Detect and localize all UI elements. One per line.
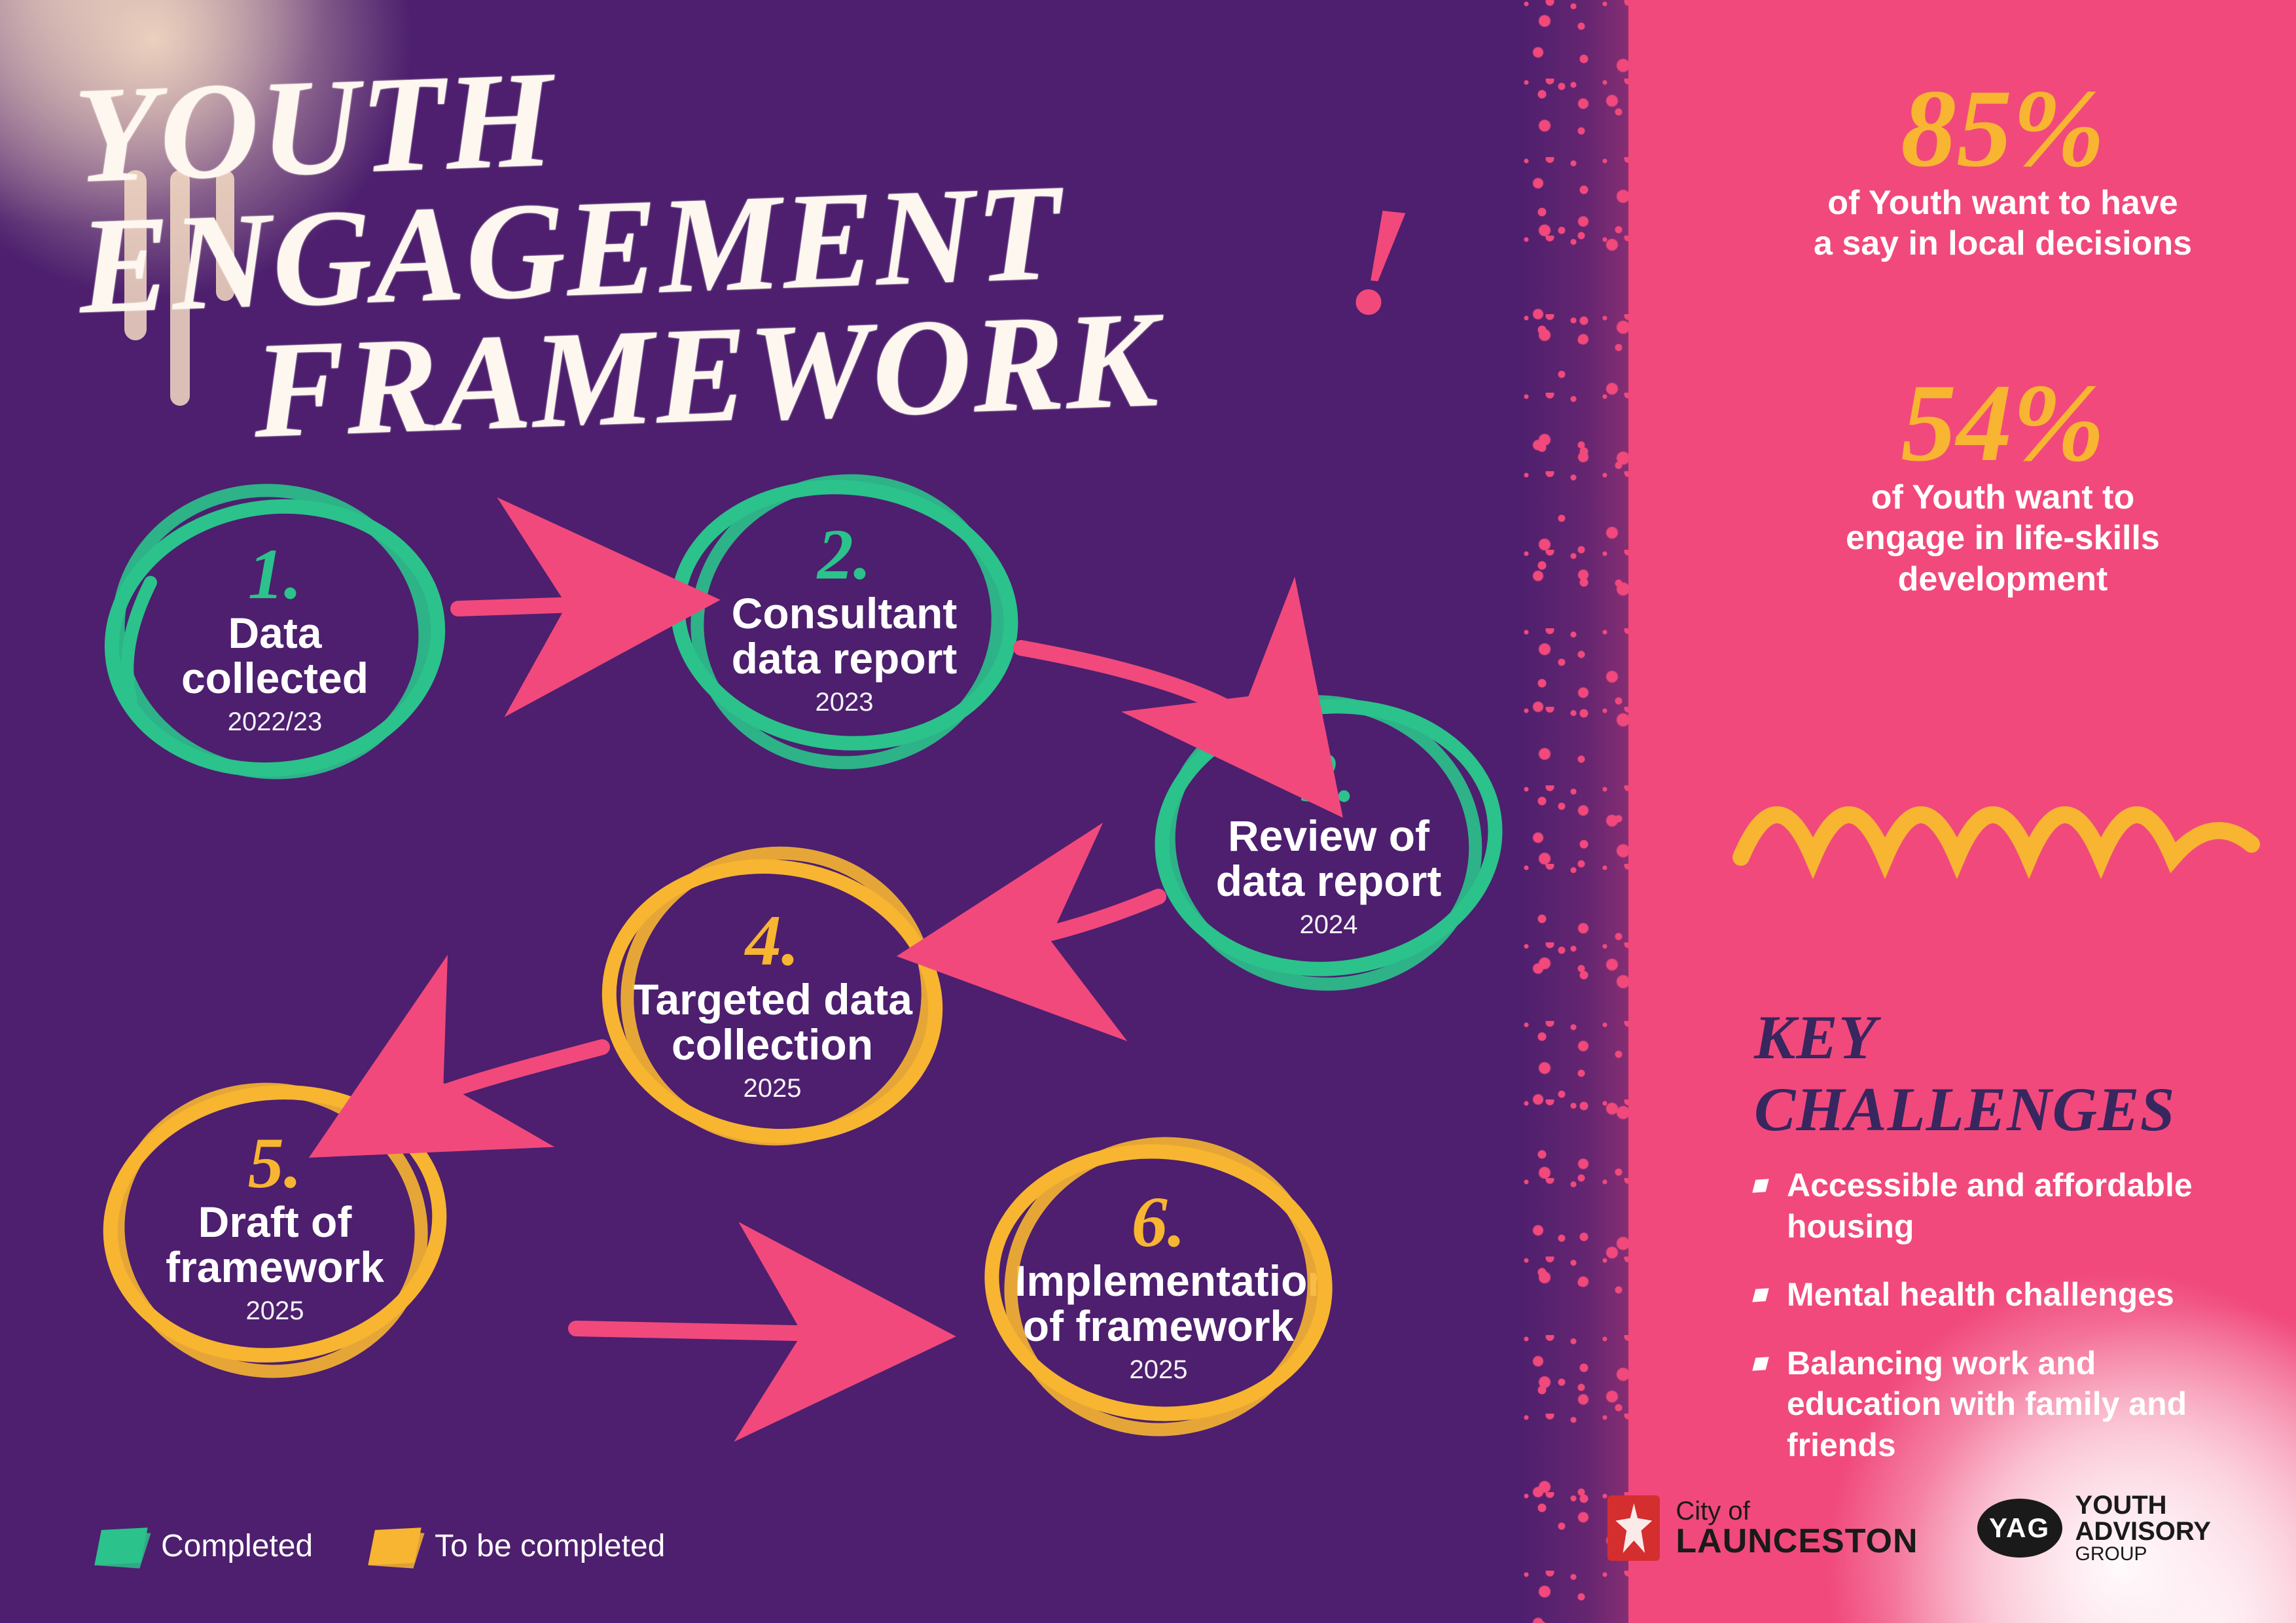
logo-line: ADVISORY	[2075, 1517, 2211, 1546]
stat-2: 54% of Youth want to engage in life-skil…	[1754, 373, 2251, 599]
stat-percent: 85%	[1754, 79, 2251, 179]
yag-text: YOUTH ADVISORY GROUP	[2075, 1492, 2211, 1564]
challenge-item: Mental health challenges	[1754, 1274, 2199, 1315]
stat-1: 85% of Youth want to have a say in local…	[1754, 79, 2251, 264]
stat-percent: 54%	[1754, 373, 2251, 473]
swatch-completed	[98, 1529, 144, 1564]
logo-city-of-launceston: City of LAUNCESTON	[1607, 1495, 1918, 1561]
stat-desc-line: development	[1898, 560, 2108, 598]
challenge-item: Accessible and affordable housing	[1754, 1165, 2199, 1247]
stat-desc-line: engage in life-skills	[1846, 519, 2160, 557]
stat-desc: of Youth want to have a say in local dec…	[1754, 183, 2251, 264]
stat-desc-line: of Youth want to	[1871, 478, 2134, 516]
arrow-2-3	[1021, 648, 1302, 766]
legend-todo: To be completed	[372, 1528, 665, 1564]
logo-youth-advisory-group: YAG YOUTH ADVISORY GROUP	[1977, 1492, 2211, 1564]
stat-desc: of Youth want to engage in life-skills d…	[1754, 477, 2251, 599]
key-challenges: KEY CHALLENGES Accessible and affordable…	[1754, 1001, 2251, 1493]
logos: City of LAUNCESTON YAG YOUTH ADVISORY GR…	[1607, 1492, 2211, 1564]
yag-badge-icon: YAG	[1977, 1499, 2062, 1558]
legend-label: To be completed	[435, 1528, 665, 1564]
challenges-heading: KEY CHALLENGES	[1754, 1001, 2251, 1145]
logo-line: LAUNCESTON	[1676, 1522, 1918, 1560]
logo-line: GROUP	[2075, 1543, 2147, 1565]
stat-desc-line: of Youth want to have	[1827, 184, 2178, 222]
legend-label: Completed	[161, 1528, 313, 1564]
legend-completed: Completed	[98, 1528, 313, 1564]
logo-line: YOUTH	[2075, 1491, 2167, 1520]
challenges-list: Accessible and affordable housing Mental…	[1754, 1165, 2251, 1465]
squiggle-divider	[1728, 759, 2265, 903]
stat-desc-line: a say in local decisions	[1814, 224, 2192, 262]
logo-line: City of	[1676, 1497, 1749, 1525]
arrow-5-6	[576, 1329, 890, 1335]
swatch-todo	[372, 1529, 418, 1564]
launceston-text: City of LAUNCESTON	[1676, 1498, 1918, 1558]
launceston-crest-icon	[1607, 1495, 1660, 1561]
arrow-3-4	[962, 897, 1158, 949]
arrow-1-2	[458, 602, 655, 609]
legend: Completed To be completed	[98, 1528, 665, 1564]
arrow-4-5	[367, 1047, 602, 1126]
challenge-item: Balancing work and education with family…	[1754, 1343, 2199, 1466]
